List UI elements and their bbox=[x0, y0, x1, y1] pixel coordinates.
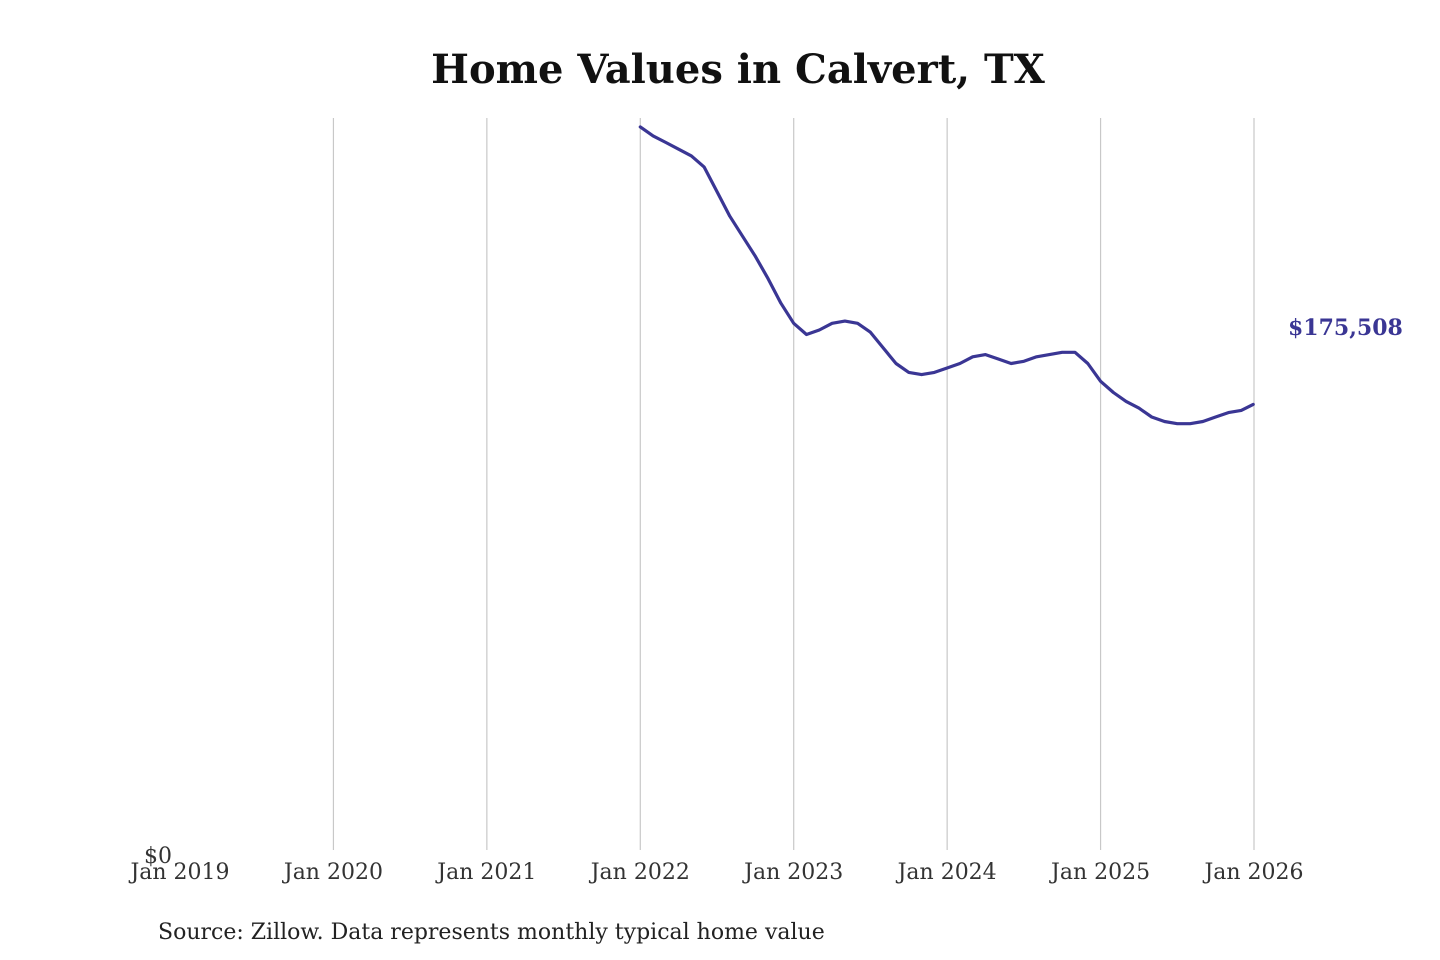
x-tick-label: Jan 2026 bbox=[1202, 860, 1303, 885]
end-value-label: $175,508 bbox=[1288, 315, 1403, 341]
source-note: Source: Zillow. Data represents monthly … bbox=[158, 920, 825, 945]
x-tick-label: Jan 2021 bbox=[435, 860, 536, 885]
chart-title: Home Values in Calvert, TX bbox=[431, 46, 1045, 93]
grid-lines bbox=[332, 118, 1255, 850]
x-tick-label: Jan 2019 bbox=[128, 860, 229, 885]
x-tick-label: Jan 2025 bbox=[1049, 860, 1150, 885]
y-tick-label-zero: $0 bbox=[144, 844, 172, 869]
x-axis-ticks: Jan 2019 Jan 2020 Jan 2021 Jan 2022 Jan 2023… bbox=[128, 860, 1303, 885]
x-tick-label: Jan 2022 bbox=[589, 860, 690, 885]
x-tick-label: Jan 2024 bbox=[896, 860, 997, 885]
x-tick-label: Jan 2023 bbox=[742, 860, 843, 885]
x-tick-label: Jan 2020 bbox=[282, 860, 383, 885]
home-value-line bbox=[638, 125, 1255, 426]
